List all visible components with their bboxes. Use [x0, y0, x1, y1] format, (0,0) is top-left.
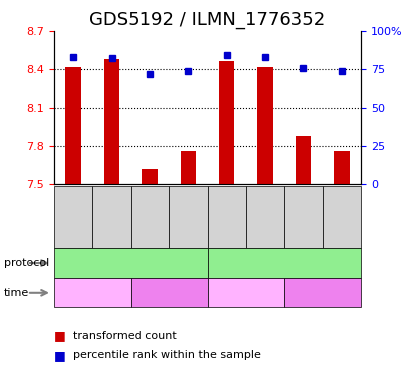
Text: TGF-beta overexpression: TGF-beta overexpression — [215, 258, 354, 268]
Bar — [104, 59, 119, 184]
Bar — [296, 136, 311, 184]
Bar — [219, 61, 234, 184]
Text: time: time — [4, 288, 29, 298]
Text: percentile rank within the sample: percentile rank within the sample — [73, 350, 261, 360]
Text: 48 h: 48 h — [157, 288, 181, 298]
Text: ■: ■ — [54, 329, 66, 343]
Text: GSM671489: GSM671489 — [183, 187, 193, 247]
Text: GSM671496: GSM671496 — [298, 187, 308, 247]
Text: ■: ■ — [54, 349, 66, 362]
Bar — [66, 66, 81, 184]
Bar — [142, 169, 158, 184]
Text: protocol: protocol — [4, 258, 49, 268]
Bar — [181, 151, 196, 184]
Text: GSM671487: GSM671487 — [107, 187, 117, 247]
Bar — [334, 151, 349, 184]
Title: GDS5192 / ILMN_1776352: GDS5192 / ILMN_1776352 — [89, 12, 326, 30]
Text: GSM671486: GSM671486 — [68, 187, 78, 247]
Text: transformed count: transformed count — [73, 331, 176, 341]
Text: GSM671497: GSM671497 — [337, 187, 347, 247]
Bar — [257, 66, 273, 184]
Text: control: control — [111, 258, 150, 268]
Text: 24 h: 24 h — [234, 288, 258, 298]
Text: 48 h: 48 h — [310, 288, 335, 298]
Text: 24 h: 24 h — [80, 288, 105, 298]
Text: GSM671495: GSM671495 — [260, 187, 270, 247]
Text: GSM671488: GSM671488 — [145, 187, 155, 247]
Text: GSM671494: GSM671494 — [222, 187, 232, 247]
